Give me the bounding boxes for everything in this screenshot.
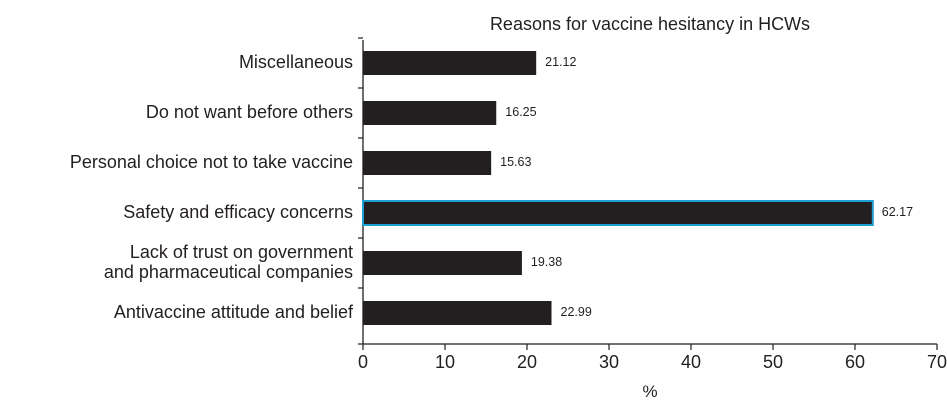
x-tick-label: 30 bbox=[598, 352, 620, 372]
x-tick-label: 0 bbox=[357, 352, 369, 372]
value-label: 19.38 bbox=[530, 255, 563, 269]
value-label: 22.99 bbox=[560, 305, 592, 319]
category-label: Antivaccine attitude and belief bbox=[113, 302, 353, 322]
value-label: 62.17 bbox=[881, 205, 914, 219]
chart-title: Reasons for vaccine hesitancy in HCWs bbox=[489, 14, 811, 34]
bar bbox=[362, 200, 874, 226]
bar bbox=[363, 251, 522, 275]
x-tick-label: 10 bbox=[434, 352, 456, 372]
category-label: Personal choice not to take vaccine bbox=[69, 152, 353, 172]
category-label: Do not want before others bbox=[145, 102, 353, 122]
value-label: 21.12 bbox=[545, 55, 577, 69]
category-label: Safety and efficacy concerns bbox=[123, 202, 353, 222]
x-tick-label: 20 bbox=[516, 352, 538, 372]
bar bbox=[363, 301, 552, 325]
bar bbox=[363, 151, 492, 175]
x-tick-label: 40 bbox=[680, 352, 702, 372]
category-label: Miscellaneous bbox=[238, 52, 353, 72]
x-tick-label: 70 bbox=[926, 352, 947, 372]
x-tick-label: 50 bbox=[762, 352, 784, 372]
value-label: 15.63 bbox=[500, 155, 532, 169]
x-tick-label: 60 bbox=[844, 352, 866, 372]
value-label: 16.25 bbox=[505, 105, 537, 119]
x-axis-label: % bbox=[642, 382, 658, 401]
bar bbox=[363, 101, 497, 125]
category-label: Lack of trust on government and pharmace… bbox=[103, 242, 353, 282]
bar bbox=[363, 51, 537, 75]
